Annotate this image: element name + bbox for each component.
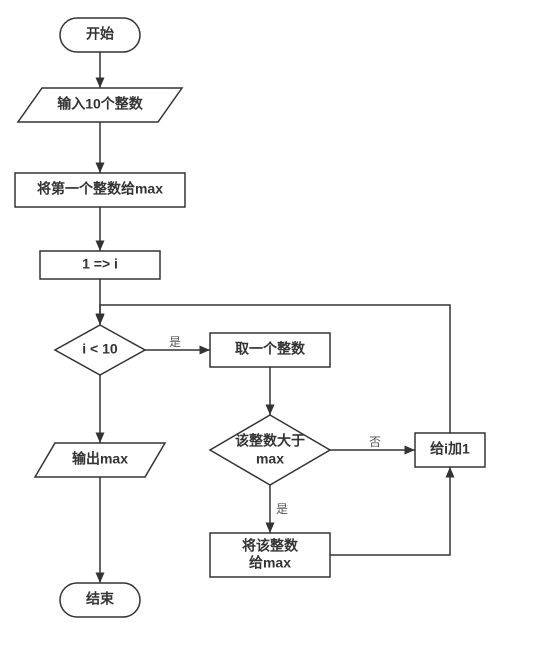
node-cmp: 该整数大于 max — [210, 415, 330, 485]
node-cond-label: i < 10 — [82, 341, 118, 357]
edge-cond-take-label: 是 — [169, 335, 181, 349]
node-cmp-label-2: max — [256, 451, 284, 467]
node-init-i-label: 1 => i — [82, 256, 118, 272]
node-end-label: 结束 — [86, 591, 115, 607]
node-inc-label: 给i加1 — [430, 441, 470, 457]
node-input-label: 输入10个整数 — [57, 96, 144, 112]
node-cmp-label-1: 该整数大于 — [235, 433, 305, 449]
node-setmax-label-1: 将该整数 — [242, 538, 299, 554]
node-input: 输入10个整数 — [18, 88, 182, 122]
node-start-label: 开始 — [86, 26, 114, 42]
node-assign-max: 将第一个整数给max — [15, 173, 185, 207]
node-output-label: 输出max — [72, 451, 128, 467]
node-setmax: 将该整数 给max — [210, 533, 330, 577]
node-output: 输出max — [35, 443, 165, 477]
node-take: 取一个整数 — [210, 333, 330, 367]
edge-setmax-inc — [330, 467, 450, 555]
node-init-i: 1 => i — [40, 251, 160, 279]
flowchart-canvas: 是 否 是 开始 输入10个整数 将第一个整数给max 1 => i i < 1… — [0, 0, 536, 647]
node-start: 开始 — [60, 18, 140, 52]
edge-inc-loopback — [100, 305, 450, 433]
node-cond: i < 10 — [55, 325, 145, 375]
node-take-label: 取一个整数 — [235, 341, 306, 357]
node-assign-max-label: 将第一个整数给max — [37, 181, 163, 197]
edge-cmp-setmax-label: 是 — [276, 502, 288, 516]
node-inc: 给i加1 — [415, 433, 485, 467]
node-end: 结束 — [60, 583, 140, 617]
edge-cmp-inc-label: 否 — [369, 435, 381, 449]
edges: 是 否 是 — [100, 52, 450, 583]
node-setmax-label-2: 给max — [249, 555, 291, 571]
